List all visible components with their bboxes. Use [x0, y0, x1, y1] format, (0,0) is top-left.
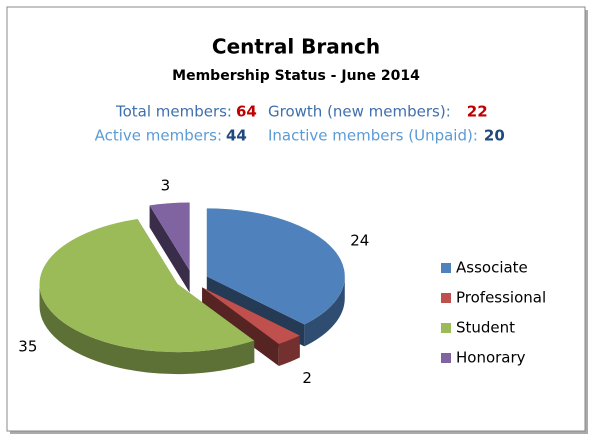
legend-label: Professional	[456, 289, 546, 307]
annotation-label: Growth (new members):	[268, 103, 451, 121]
annotation-value: 22	[467, 103, 488, 121]
legend-label: Student	[456, 319, 515, 337]
pie-wall	[304, 276, 345, 347]
legend-swatch	[441, 323, 451, 333]
data-label: 35	[18, 337, 37, 355]
data-label: 2	[302, 369, 312, 387]
pie-slice	[206, 208, 345, 325]
pie-slice	[149, 202, 190, 271]
chart-subtitle: Membership Status - June 2014	[172, 68, 420, 84]
legend-swatch	[441, 293, 451, 303]
annotation-value: 44	[226, 127, 247, 145]
data-label: 24	[350, 232, 369, 250]
pie-slice	[202, 287, 300, 344]
pie-tops	[39, 202, 345, 353]
pie-slice	[39, 219, 255, 353]
pie-walls	[39, 276, 345, 375]
annotation-label: Total members:	[115, 103, 232, 121]
data-label: 3	[161, 176, 171, 194]
pie-side	[149, 205, 190, 293]
legend-label: Honorary	[456, 349, 526, 367]
annotation-value: 64	[236, 103, 257, 121]
chart-title: Central Branch	[212, 35, 380, 59]
pie-side	[202, 287, 279, 366]
annotation-label: Active members:	[95, 127, 222, 145]
annotation-label: Inactive members (Unpaid):	[268, 127, 478, 145]
pie-wall	[39, 284, 255, 375]
annotation-value: 20	[484, 127, 505, 145]
pie-wall	[278, 335, 300, 366]
legend-swatch	[441, 353, 451, 363]
legend-swatch	[441, 263, 451, 273]
legend-label: Associate	[456, 259, 528, 277]
